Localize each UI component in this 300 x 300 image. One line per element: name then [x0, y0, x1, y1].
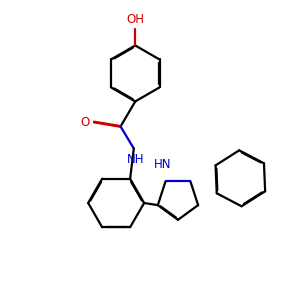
Text: HN: HN: [154, 158, 171, 171]
Text: NH: NH: [127, 153, 144, 166]
Text: O: O: [81, 116, 90, 128]
Text: OH: OH: [126, 13, 144, 26]
